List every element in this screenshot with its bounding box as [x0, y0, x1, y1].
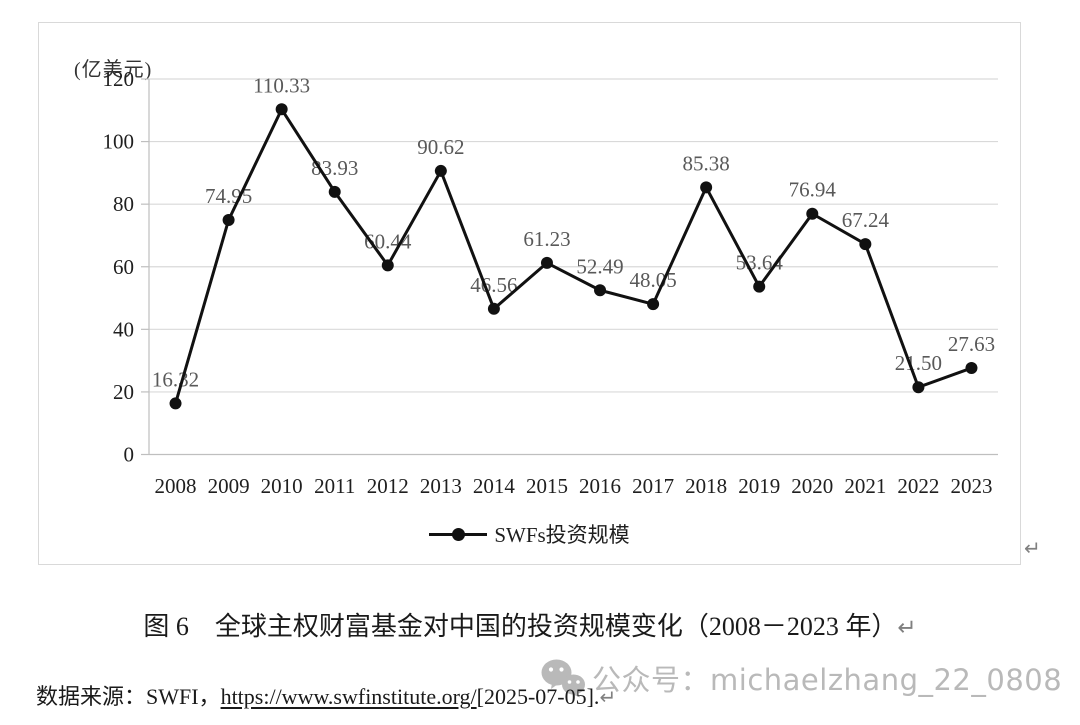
data-point-marker — [434, 164, 447, 177]
x-tick-label: 2010 — [261, 474, 303, 498]
x-tick-label: 2015 — [526, 474, 568, 498]
watermark-account: michaelzhang_22_0808 — [710, 663, 1063, 697]
wechat-icon — [541, 659, 585, 698]
legend-line-marker — [429, 527, 488, 541]
x-tick-label: 2020 — [791, 474, 833, 498]
data-point-label: 76.94 — [789, 178, 837, 202]
legend-dot-marker — [451, 527, 465, 541]
data-point-marker — [647, 298, 660, 311]
watermark: 公众号：michaelzhang_22_0808 — [540, 656, 1062, 700]
data-point-marker — [487, 302, 500, 315]
data-point-marker — [594, 284, 607, 297]
y-tick-label: 20 — [113, 380, 134, 404]
data-point-marker — [700, 181, 713, 194]
data-point-label: 46.56 — [470, 273, 517, 297]
y-tick-label: 120 — [103, 67, 135, 91]
x-tick-label: 2014 — [473, 474, 516, 498]
data-source-suffix: [2025-07-05]. — [476, 684, 600, 709]
y-axis-unit-label: (亿美元) — [74, 59, 153, 81]
data-point-label: 61.23 — [523, 227, 570, 251]
x-tick-label: 2018 — [685, 474, 727, 498]
data-point-marker — [912, 381, 925, 394]
chart-legend: SWFs投资规模 — [39, 522, 1020, 547]
y-tick-label: 60 — [113, 255, 134, 279]
data-point-label: 85.38 — [683, 151, 730, 175]
data-point-marker — [275, 103, 288, 116]
data-point-marker — [965, 362, 978, 375]
data-point-marker — [222, 213, 235, 226]
paragraph-return-mark: ↵ — [599, 685, 617, 709]
paragraph-return-mark: ↵ — [897, 615, 917, 641]
data-source-line: 数据来源：SWFI，https://www.swfinstitute.org/[… — [36, 679, 616, 711]
x-tick-label: 2021 — [844, 474, 886, 498]
data-point-label: 110.33 — [253, 73, 310, 97]
legend-label: SWFs投资规模 — [494, 523, 630, 547]
x-tick-label: 2022 — [897, 474, 939, 498]
x-tick-label: 2023 — [950, 474, 992, 498]
data-point-marker — [381, 259, 394, 272]
data-point-marker — [540, 256, 553, 269]
y-tick-label: 0 — [124, 443, 135, 467]
data-point-label: 48.05 — [629, 268, 676, 292]
y-tick-label: 80 — [113, 192, 134, 216]
data-point-label: 67.24 — [842, 208, 890, 232]
data-point-label: 16.32 — [152, 367, 199, 391]
x-tick-label: 2017 — [632, 474, 674, 498]
x-tick-label: 2008 — [155, 474, 197, 498]
figure-caption-text: 图 6 全球主权财富基金对中国的投资规模变化（2008－2023 年） — [143, 612, 898, 641]
y-tick-label: 40 — [113, 317, 134, 341]
watermark-label: 公众号： — [592, 663, 711, 697]
paragraph-return-mark: ↵ — [1024, 536, 1041, 560]
x-tick-label: 2012 — [367, 474, 409, 498]
x-tick-label: 2011 — [314, 474, 355, 498]
data-point-marker — [328, 185, 341, 198]
x-tick-label: 2013 — [420, 474, 462, 498]
data-point-label: 21.50 — [895, 351, 942, 375]
data-point-label: 27.63 — [948, 332, 995, 356]
x-tick-label: 2016 — [579, 474, 621, 498]
x-tick-label: 2009 — [208, 474, 250, 498]
figure-caption: 图 6 全球主权财富基金对中国的投资规模变化（2008－2023 年）↵ — [0, 606, 1060, 643]
data-point-marker — [806, 207, 819, 220]
data-point-marker — [859, 238, 872, 251]
x-tick-label: 2019 — [738, 474, 780, 498]
data-point-marker — [753, 280, 766, 293]
chart-frame: (亿美元) 0 20 40 60 80 100 120 2008 2009 2010 2011 201… — [38, 22, 1021, 565]
watermark-text: 公众号：michaelzhang_22_0808 — [592, 657, 1062, 699]
data-source-prefix: 数据来源：SWFI， — [36, 684, 221, 709]
series-line — [174, 107, 972, 404]
line-chart: 0 20 40 60 80 100 120 2008 2009 2010 2011 2012 2013 2… — [103, 67, 998, 498]
data-point-label: 90.62 — [417, 135, 464, 159]
data-point-marker — [169, 397, 182, 410]
y-tick-label: 100 — [103, 130, 135, 154]
data-source-link[interactable]: https://www.swfinstitute.org/ — [220, 684, 477, 709]
data-point-label: 52.49 — [576, 254, 623, 278]
